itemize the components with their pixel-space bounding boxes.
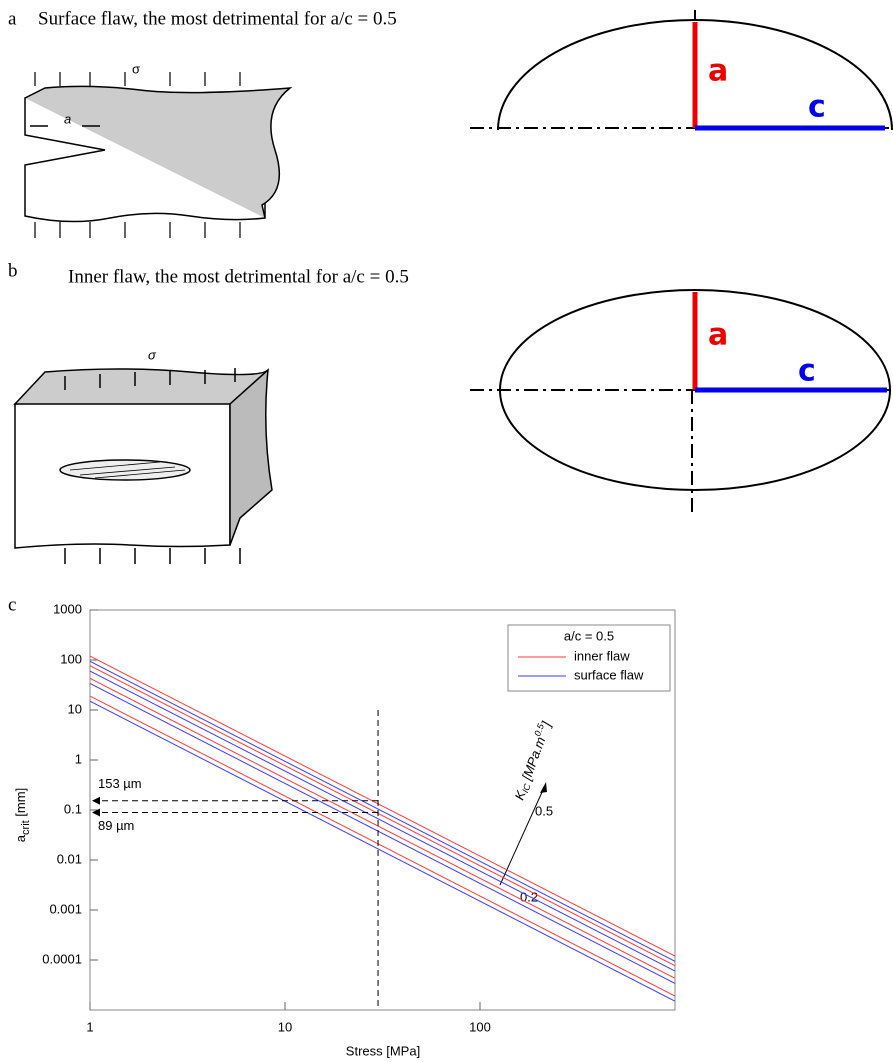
inner-flaw-sketch <box>15 368 272 564</box>
panel-title: Surface flaw, the most detrimental for a… <box>38 8 397 29</box>
kic-unit: [MPa.m <box>518 735 549 786</box>
y-axis-label: acrit [mm] <box>13 788 31 842</box>
a-label: a <box>708 54 728 89</box>
series-line <box>90 701 675 1001</box>
y-tick-label: 0.001 <box>49 901 82 916</box>
panel-title: Inner flaw, the most detrimental for a/c… <box>68 266 409 287</box>
kic-value: 0.5 <box>535 803 553 818</box>
series-line <box>90 666 675 966</box>
kic-value: 0.2 <box>520 889 538 904</box>
surface-flaw-sketch <box>25 72 290 238</box>
y-tick-label: 1 <box>75 751 82 766</box>
series-line <box>90 678 675 978</box>
panel-letter: a <box>8 8 17 29</box>
kic-label: KIC [MPa.m0.5] <box>510 719 555 803</box>
panel-letter: c <box>8 594 16 615</box>
y-tick-label: 100 <box>60 651 82 666</box>
y-tick-label: 10 <box>68 701 82 716</box>
arrow-head <box>92 797 100 805</box>
series-line <box>90 683 675 983</box>
c-label: c <box>798 354 816 389</box>
y-label-sub: crit <box>20 820 32 835</box>
c-label: c <box>808 90 826 125</box>
a-label: a <box>708 318 728 353</box>
x-tick-label: 100 <box>469 1019 491 1034</box>
sigma-label: σ <box>132 61 140 76</box>
x-tick-label: 10 <box>278 1019 292 1034</box>
x-axis-label: Stress [MPa] <box>346 1043 420 1058</box>
legend-label: surface flaw <box>574 667 644 682</box>
annotation-label: 153 µm <box>98 776 142 791</box>
series-line <box>90 661 675 961</box>
figure: a Surface flaw, the most detrimental for… <box>0 0 893 1062</box>
series-line <box>90 656 675 956</box>
annotation-label: 89 µm <box>98 818 134 833</box>
depth-label: a <box>64 111 71 126</box>
y-label-unit: [mm] <box>13 788 28 821</box>
legend-title: a/c = 0.5 <box>564 628 614 643</box>
series-line <box>90 696 675 996</box>
y-tick-label: 1000 <box>53 601 82 616</box>
y-tick-label: 0.01 <box>57 851 82 866</box>
series-line <box>90 671 675 971</box>
y-tick-label: 0.1 <box>64 801 82 816</box>
legend-label: inner flaw <box>574 648 630 663</box>
surface-flaw-ellipse <box>470 10 892 130</box>
panel-letter: b <box>8 260 18 281</box>
sigma-label: σ <box>148 347 157 362</box>
inner-flaw-ellipse <box>470 290 890 515</box>
y-tick-label: 0.0001 <box>42 951 82 966</box>
x-tick-label: 1 <box>86 1019 93 1034</box>
